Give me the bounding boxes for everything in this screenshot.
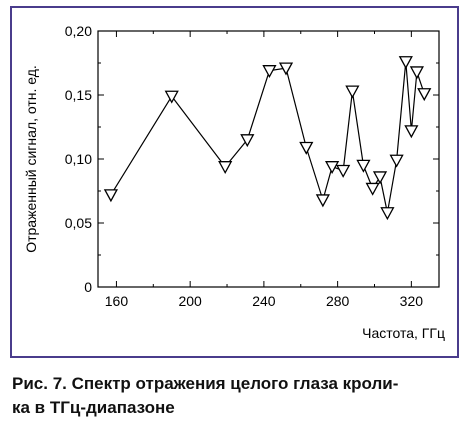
series-line-layer xyxy=(110,61,425,214)
data-point-marker xyxy=(380,207,395,221)
axis-ticks: 160 200 240 280 320 0 0,05 0,10 0,15 0,20 xyxy=(65,23,439,309)
y-axis-title: Отраженный сигнал, отн. ед. xyxy=(23,65,39,253)
x-tick-label: 240 xyxy=(252,293,276,309)
caption-line-2: ка в ТГц-диапазоне xyxy=(12,398,175,417)
y-tick-label: 0,15 xyxy=(65,87,92,103)
x-tick-label: 320 xyxy=(400,293,424,309)
x-tick-label: 160 xyxy=(105,293,129,309)
y-tick-label: 0,05 xyxy=(65,215,92,231)
data-point-marker xyxy=(240,134,255,148)
y-tick-label: 0,20 xyxy=(65,23,92,39)
figure-caption: Рис. 7. Спектр отражения целого глаза кр… xyxy=(12,372,462,420)
data-point-marker xyxy=(164,90,179,104)
data-point-marker xyxy=(409,66,424,80)
series-line xyxy=(110,61,425,214)
figure-frame xyxy=(10,6,459,358)
data-point-marker xyxy=(398,56,413,70)
data-point-marker xyxy=(336,164,351,178)
data-point-marker xyxy=(417,88,432,102)
data-point-marker xyxy=(365,182,380,196)
data-point-marker xyxy=(103,189,118,203)
caption-line-1: Рис. 7. Спектр отражения целого глаза кр… xyxy=(12,374,399,393)
data-point-marker xyxy=(356,159,371,173)
data-point-marker xyxy=(299,141,314,155)
data-point-marker xyxy=(278,62,294,76)
x-tick-label: 280 xyxy=(326,293,350,309)
data-point-marker xyxy=(372,171,388,185)
data-point-marker xyxy=(262,65,277,79)
data-point-marker xyxy=(389,154,404,168)
data-point-marker xyxy=(324,161,340,175)
y-tick-label: 0,10 xyxy=(65,151,92,167)
data-point-marker xyxy=(345,85,360,99)
data-point-marker xyxy=(315,194,330,208)
x-axis-title: Частота, ГГц xyxy=(362,325,445,341)
y-tick-label: 0 xyxy=(84,279,92,295)
data-point-marker xyxy=(404,125,419,139)
x-tick-label: 200 xyxy=(178,293,202,309)
data-point-marker xyxy=(218,161,233,175)
series-markers xyxy=(103,56,432,221)
